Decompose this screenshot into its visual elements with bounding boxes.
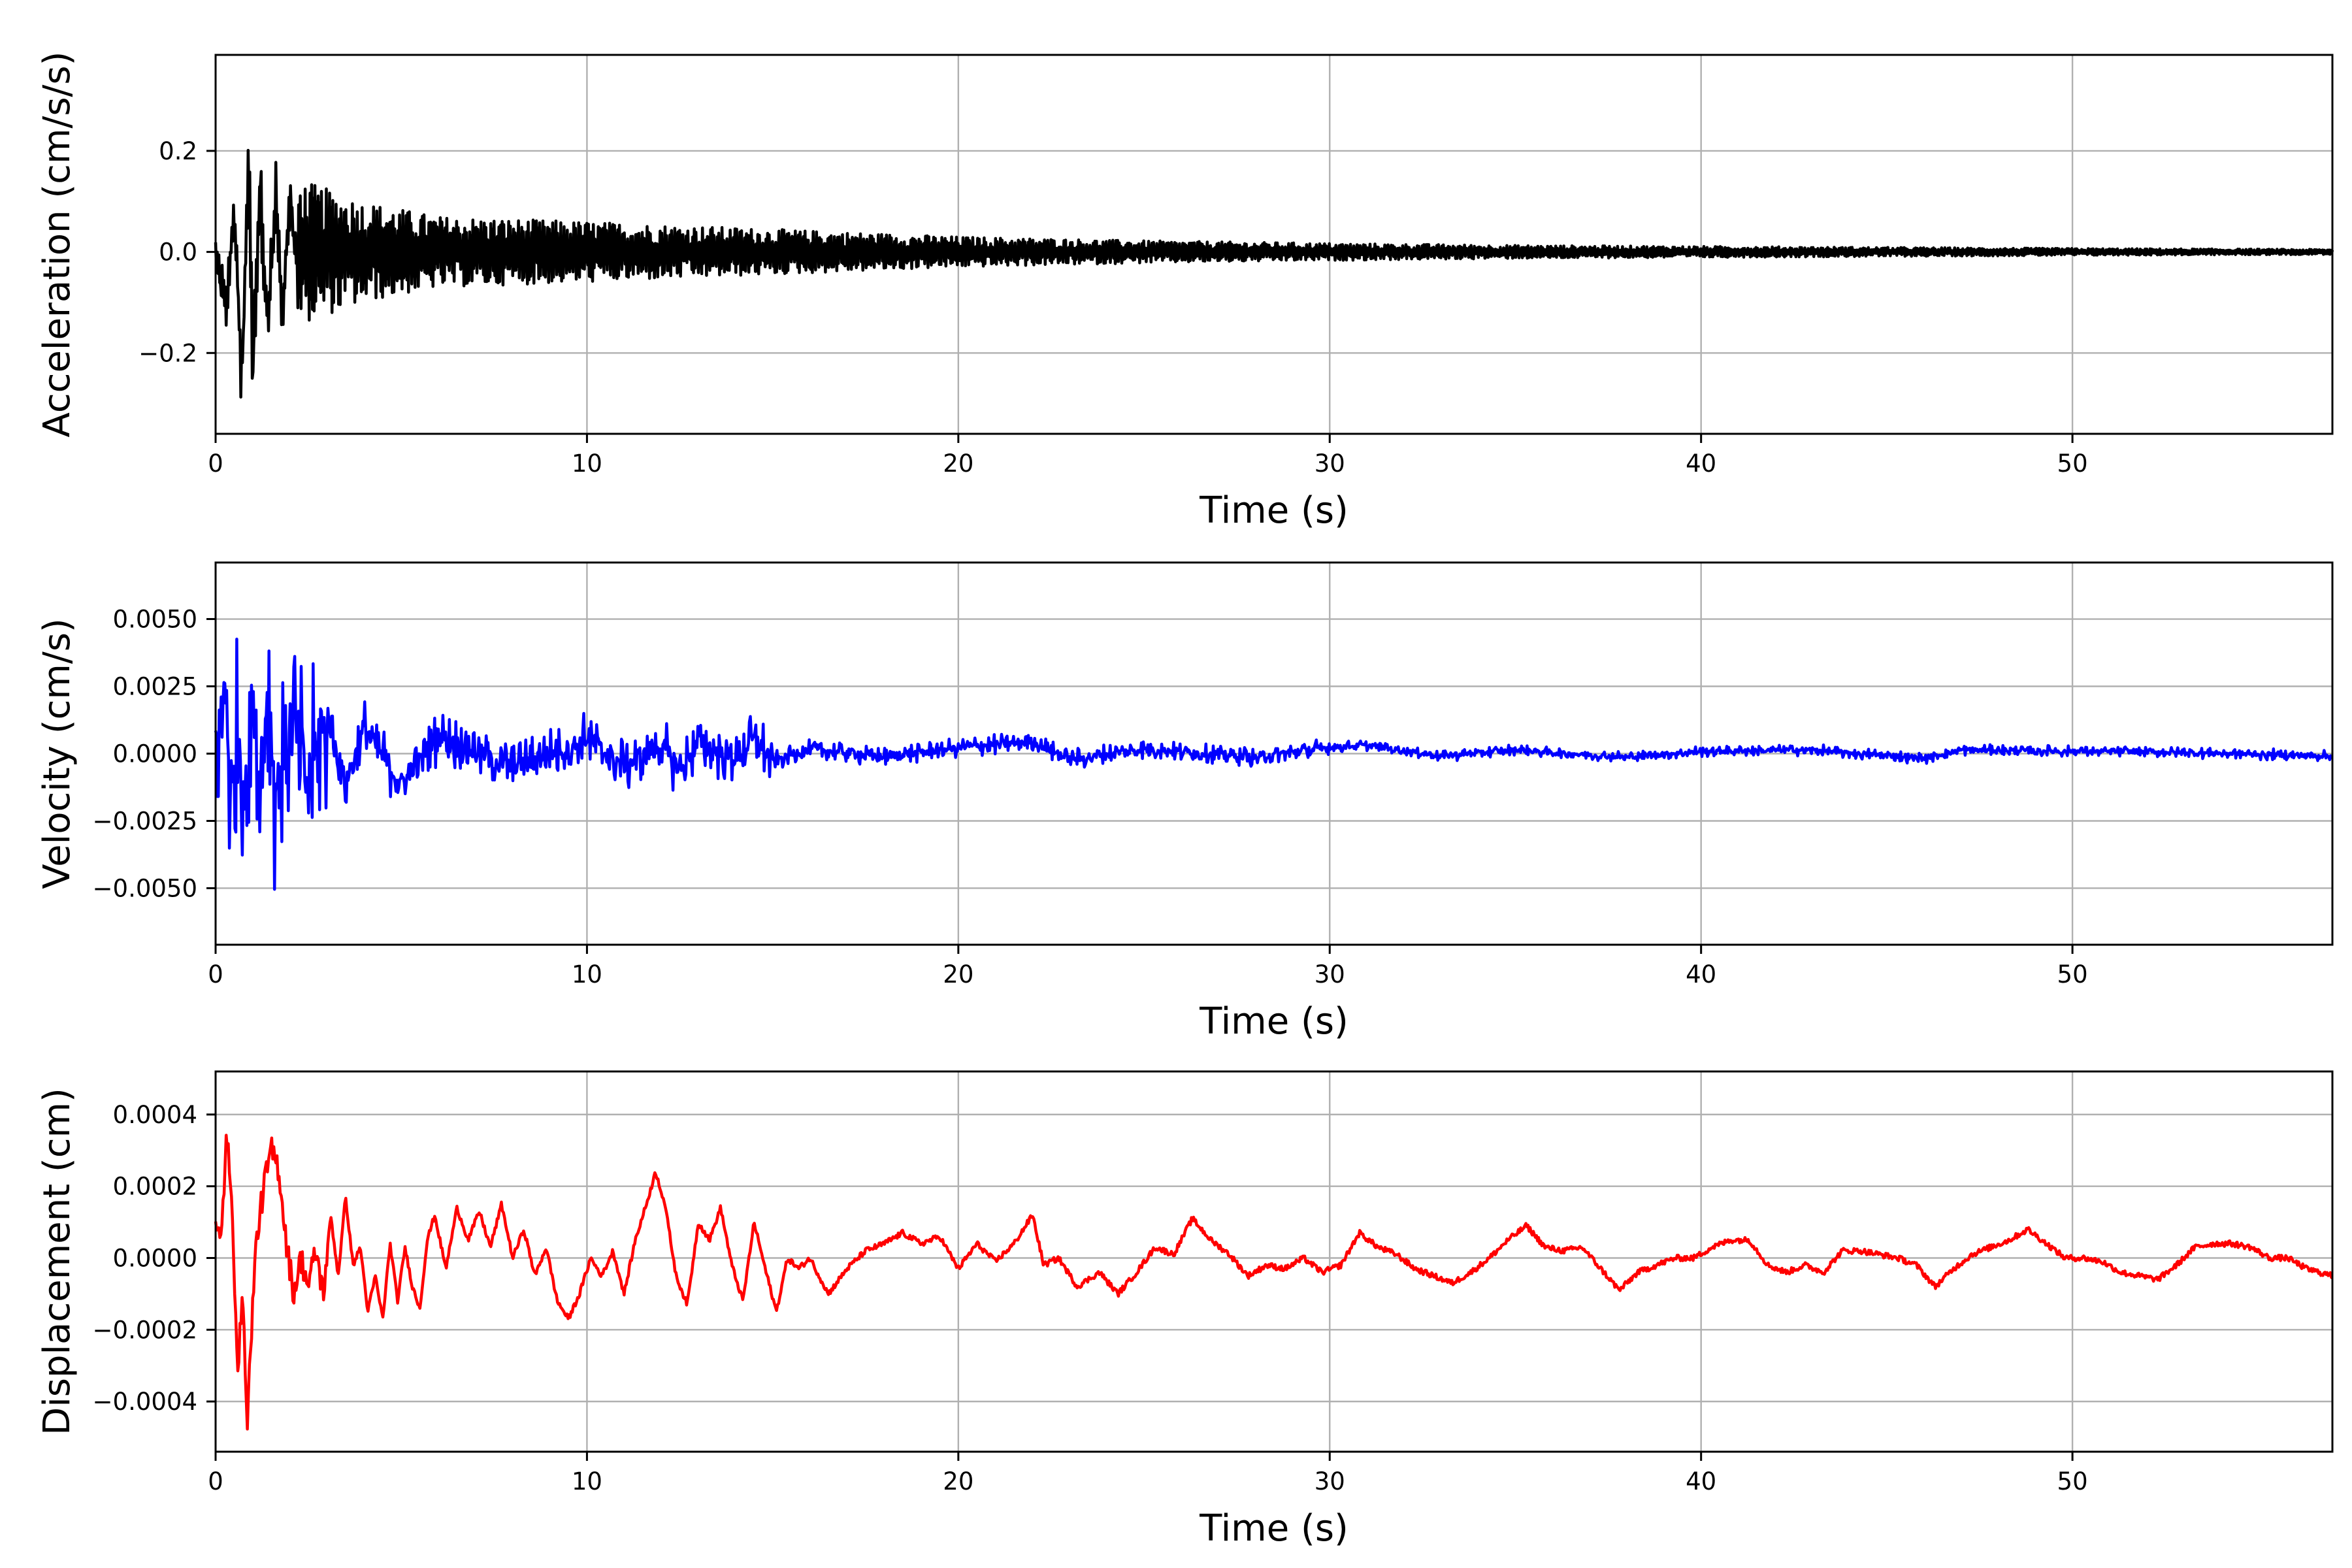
displacement-x-tick-label: 0 — [208, 1467, 223, 1495]
displacement-x-tick-label: 10 — [572, 1467, 602, 1495]
displacement-y-tick-label: 0.0000 — [113, 1245, 197, 1273]
velocity-y-tick-label: 0.0050 — [113, 606, 197, 634]
displacement-x-tick-label: 50 — [2057, 1467, 2088, 1495]
velocity-x-tick-label: 40 — [1686, 960, 1716, 988]
velocity-x-tick-label: 10 — [572, 960, 602, 988]
displacement-panel: 0 10 20 30 40 50 −0.0004 −0.0002 0.0000 0.0002 0.0… — [36, 1070, 2334, 1550]
velocity-x-tick-label: 50 — [2057, 960, 2088, 988]
acceleration-y-axis-label: Acceleration (cm/s/s) — [36, 52, 78, 438]
acceleration-panel: 0 10 20 30 40 50 −0.2 0.0 0.2 Time (s) Acceleratio… — [36, 52, 2334, 532]
acceleration-y-tick-label: 0.2 — [159, 137, 197, 165]
velocity-x-axis-label: Time (s) — [1199, 1000, 1348, 1043]
velocity-y-axis-label: Velocity (cm/s) — [36, 618, 78, 889]
acceleration-axes-frame — [214, 54, 2334, 435]
velocity-y-tick-label: 0.0000 — [113, 740, 197, 768]
acceleration-x-tick-label: 20 — [943, 449, 973, 478]
velocity-y-tick-label: 0.0025 — [113, 673, 197, 701]
velocity-y-tick-label: −0.0050 — [93, 874, 197, 902]
velocity-x-tick-label: 0 — [208, 960, 223, 988]
velocity-y-tick-label: −0.0025 — [93, 807, 197, 835]
displacement-y-tick-label: 0.0004 — [113, 1101, 197, 1129]
acceleration-x-tick-label: 30 — [1315, 449, 1345, 478]
displacement-y-tick-label: −0.0004 — [93, 1388, 197, 1416]
velocity-series-line — [214, 637, 2333, 891]
displacement-y-tick-label: 0.0002 — [113, 1173, 197, 1201]
displacement-x-tick-label: 40 — [1686, 1467, 1716, 1495]
velocity-panel: 0 10 20 30 40 50 −0.0050 −0.0025 0.0000 0.0025 0.0… — [36, 561, 2334, 1043]
displacement-y-tick-label: −0.0002 — [93, 1316, 197, 1344]
acceleration-x-tick-label: 40 — [1686, 449, 1716, 478]
acceleration-series-line — [214, 148, 2334, 399]
displacement-axes-frame — [214, 1070, 2334, 1453]
displacement-series-line — [214, 1134, 2334, 1431]
displacement-x-tick-label: 30 — [1315, 1467, 1345, 1495]
acceleration-x-tick-label: 50 — [2057, 449, 2088, 478]
velocity-x-tick-label: 20 — [943, 960, 973, 988]
displacement-y-axis-label: Displacement (cm) — [36, 1088, 78, 1435]
acceleration-x-tick-label: 0 — [208, 449, 223, 478]
acceleration-y-tick-label: −0.2 — [139, 339, 197, 367]
acceleration-y-tick-label: 0.0 — [159, 238, 197, 267]
velocity-x-tick-label: 30 — [1315, 960, 1345, 988]
displacement-x-tick-label: 20 — [943, 1467, 973, 1495]
acceleration-x-axis-label: Time (s) — [1199, 489, 1348, 532]
acceleration-x-tick-label: 10 — [572, 449, 602, 478]
displacement-x-axis-label: Time (s) — [1199, 1507, 1348, 1550]
